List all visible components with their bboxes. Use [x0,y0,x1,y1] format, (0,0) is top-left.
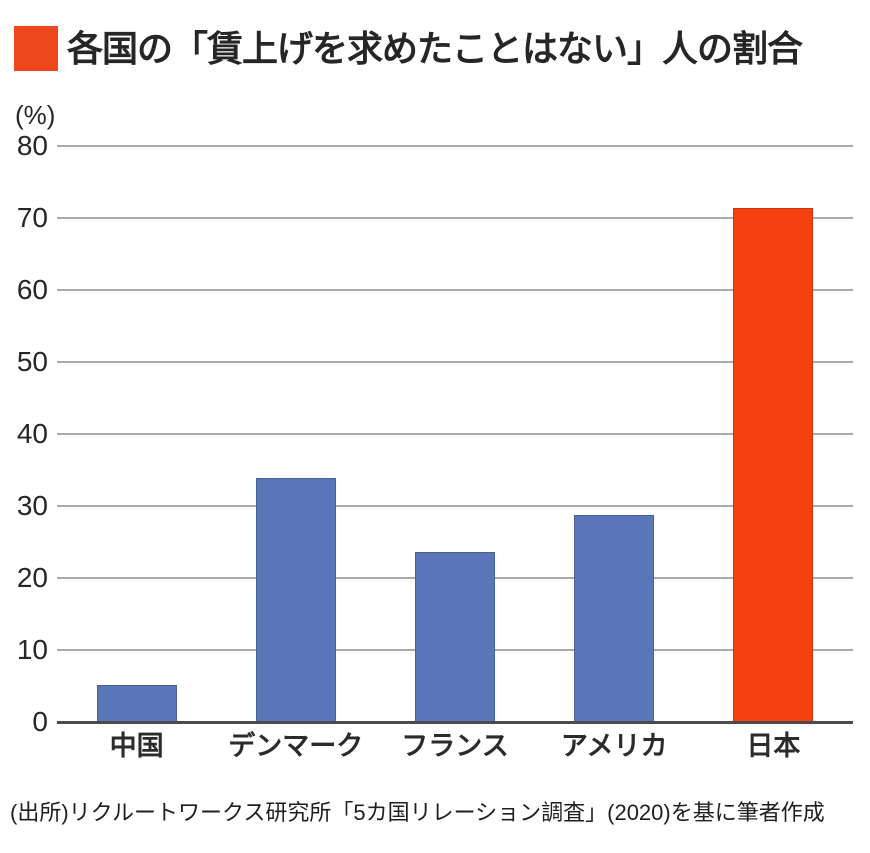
title-accent-square-icon [14,26,58,71]
x-tick-label-フランス: フランス [401,731,509,761]
y-tick-label-80: 80 [16,130,48,161]
bar-フランス [415,552,495,722]
y-tick-label-60: 60 [16,274,48,305]
chart-title: 各国の「賃上げを求めたことはない」人の割合 [67,27,803,69]
gridline-80 [57,145,853,147]
source-note: (出所)リクルートワークス研究所「5カ国リレーション調査」(2020)を基に筆者… [10,800,825,825]
gridline-60 [57,289,853,291]
y-tick-label-20: 20 [16,562,48,593]
y-axis-unit-label: (%) [15,100,56,130]
gridline-30 [57,505,853,507]
bar-日本 [733,207,814,722]
x-tick-label-デンマーク: デンマーク [228,731,364,761]
bar-中国 [96,685,177,722]
bar-デンマーク [255,477,336,722]
y-tick-label-70: 70 [16,202,48,233]
gridline-40 [57,433,853,435]
chart-header: 各国の「賃上げを求めたことはない」人の割合 [14,26,862,71]
gridline-50 [57,361,853,363]
y-tick-label-40: 40 [16,418,48,449]
x-tick-label-中国: 中国 [109,731,164,761]
gridline-70 [57,217,853,219]
x-axis-line [57,721,853,724]
bar-アメリカ [574,515,655,722]
x-tick-label-日本: 日本 [746,731,801,761]
y-tick-label-10: 10 [16,634,48,665]
y-tick-label-30: 30 [16,490,48,521]
y-tick-label-0: 0 [32,706,48,737]
y-tick-label-50: 50 [16,346,48,377]
x-tick-label-アメリカ: アメリカ [560,731,668,761]
